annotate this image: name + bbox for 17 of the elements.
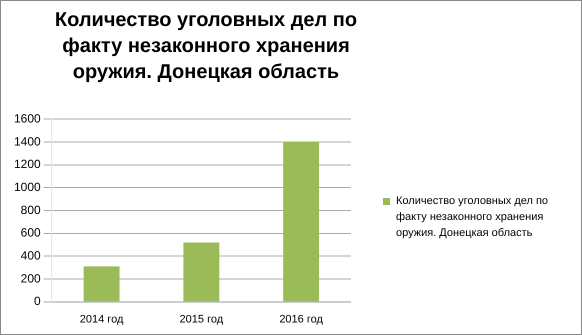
y-tick-label: 1000 <box>14 180 42 194</box>
y-tick-label: 0 <box>34 294 42 308</box>
y-tick-label: 400 <box>20 248 42 262</box>
bar <box>183 242 220 302</box>
y-tick-label: 1200 <box>14 157 42 172</box>
bar <box>283 142 320 302</box>
bar <box>84 266 120 302</box>
legend-label: Количество уголовных дел по факту незаконного хранения оружия. Донецкая область <box>396 194 550 241</box>
chart-title: Количество уголовных дел по факту незаконного хранения оружия. Донецкая область <box>54 8 358 85</box>
x-tick-label: 2014 год <box>80 313 124 326</box>
x-tick-label: 2015 год <box>180 313 224 326</box>
y-tick-label: 600 <box>20 226 42 240</box>
y-tick-label: 800 <box>20 202 42 217</box>
y-tick-label: 1400 <box>14 134 42 148</box>
y-tick-label: 200 <box>20 271 42 286</box>
y-tick-label: 1600 <box>14 112 42 126</box>
x-tick-label: 2016 год <box>279 313 324 326</box>
